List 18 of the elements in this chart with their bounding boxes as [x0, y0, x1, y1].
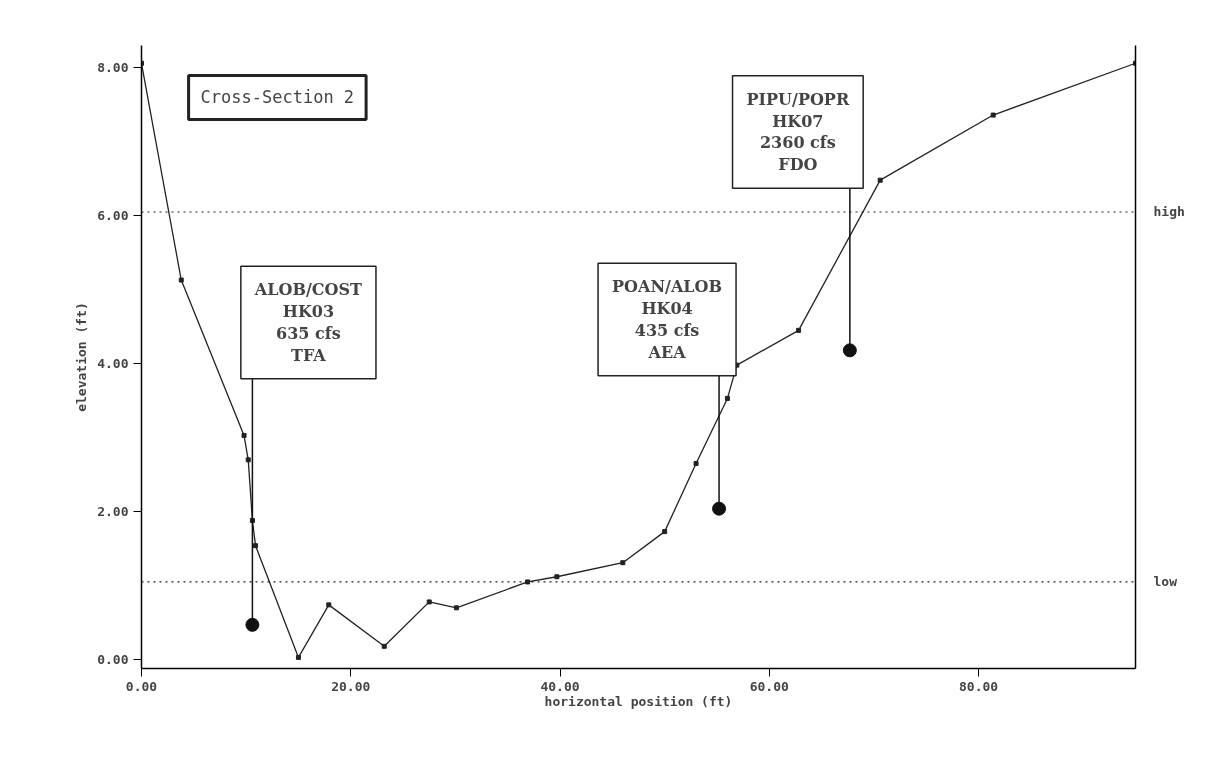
y-tick-label: 6.00: [97, 208, 129, 224]
ref-line-label: low: [1153, 574, 1178, 590]
x-tick-label: 0.00: [125, 678, 158, 694]
annotation: POAN/ALOB HK04 435 cfs AEA: [612, 277, 723, 362]
y-tick-label: 0.00: [97, 652, 129, 668]
annotation: ALOB/COST HK03 635 cfs TFA: [253, 280, 363, 365]
text: Cross-Section 2: [200, 87, 355, 108]
ref-line-label: high: [1153, 204, 1185, 220]
x-axis-title: horizontal position (ft): [544, 693, 733, 709]
y-tick-label: 2.00: [97, 504, 129, 520]
y-tick-label: 4.00: [97, 356, 129, 372]
x-tick-label: 60.00: [749, 678, 790, 694]
x-tick-label: 80.00: [958, 678, 999, 694]
x-tick-label: 20.00: [331, 678, 371, 694]
y-tick-label: 8.00: [97, 60, 129, 76]
y-axis-title: elevation (ft): [74, 302, 90, 412]
x-tick-label: 40.00: [540, 678, 580, 694]
annotation: PIPU/POPR HK07 2360 cfs FDO: [746, 89, 850, 175]
